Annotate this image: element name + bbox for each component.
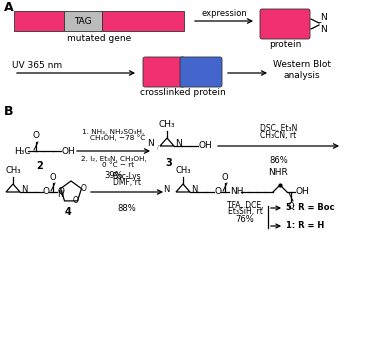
FancyBboxPatch shape xyxy=(143,57,185,87)
Text: O: O xyxy=(33,131,40,140)
Text: 1: R = H: 1: R = H xyxy=(286,221,324,229)
Text: Boc-Lys: Boc-Lys xyxy=(113,172,141,181)
Text: H₃C: H₃C xyxy=(14,146,31,156)
Text: NH: NH xyxy=(230,186,243,196)
Text: N: N xyxy=(163,185,170,193)
Text: N: N xyxy=(147,138,154,148)
Text: N: N xyxy=(21,185,27,193)
Text: protein: protein xyxy=(269,40,301,49)
Text: CH₃CN, rt: CH₃CN, rt xyxy=(260,131,297,140)
Text: O: O xyxy=(73,196,78,205)
Bar xyxy=(102,11,184,31)
Text: CH₃: CH₃ xyxy=(175,166,191,175)
Text: 39%: 39% xyxy=(104,171,123,180)
Text: TFA, DCE,: TFA, DCE, xyxy=(227,201,263,210)
Text: O: O xyxy=(43,186,50,196)
Text: TAG: TAG xyxy=(74,17,92,25)
Bar xyxy=(64,11,102,31)
Text: N: N xyxy=(175,138,182,148)
Text: Et₃SiH, rt: Et₃SiH, rt xyxy=(228,207,262,216)
Text: 0 °C − rt: 0 °C − rt xyxy=(93,162,134,168)
Text: N: N xyxy=(191,185,198,193)
Text: CH₃OH, −78 °C: CH₃OH, −78 °C xyxy=(81,134,146,141)
Text: Western Blot
analysis: Western Blot analysis xyxy=(273,60,331,80)
Text: UV 365 nm: UV 365 nm xyxy=(12,61,62,70)
Text: OH: OH xyxy=(62,146,76,156)
Text: 2. I₂, Et₃N, CH₃OH,: 2. I₂, Et₃N, CH₃OH, xyxy=(81,156,146,162)
Text: O: O xyxy=(288,202,294,211)
Text: OH: OH xyxy=(199,140,213,150)
Text: 2: 2 xyxy=(36,161,44,171)
Text: N: N xyxy=(320,24,327,34)
Text: crosslinked protein: crosslinked protein xyxy=(140,88,226,97)
Text: O: O xyxy=(222,173,228,182)
Bar xyxy=(14,11,64,31)
Text: mutated gene: mutated gene xyxy=(67,34,131,43)
Text: NHR: NHR xyxy=(268,168,288,177)
Text: 1. NH₃, NH₂SO₃H,: 1. NH₃, NH₂SO₃H, xyxy=(82,129,145,135)
Text: O: O xyxy=(58,186,65,196)
FancyBboxPatch shape xyxy=(260,9,310,39)
Text: N: N xyxy=(320,13,327,23)
Text: O: O xyxy=(50,173,56,182)
Text: /: / xyxy=(157,144,159,150)
Text: N: N xyxy=(57,190,64,199)
Text: 3: 3 xyxy=(166,158,172,168)
Text: 5: R = Boc: 5: R = Boc xyxy=(286,203,334,211)
Text: 4: 4 xyxy=(65,207,71,217)
Text: O: O xyxy=(215,186,222,196)
FancyBboxPatch shape xyxy=(180,57,222,87)
Text: expression: expression xyxy=(201,9,247,18)
Text: OH: OH xyxy=(296,187,310,197)
Text: 86%: 86% xyxy=(269,156,288,165)
Text: B: B xyxy=(4,105,13,118)
Text: CH₃: CH₃ xyxy=(5,166,21,175)
Text: A: A xyxy=(4,1,14,14)
Text: DSC, Et₃N: DSC, Et₃N xyxy=(260,124,297,133)
Text: 76%: 76% xyxy=(236,215,254,224)
Text: DMF, rt: DMF, rt xyxy=(113,178,141,187)
Text: CH₃: CH₃ xyxy=(159,120,175,129)
Text: O: O xyxy=(80,184,86,193)
Text: 88%: 88% xyxy=(118,204,136,213)
Text: –: – xyxy=(318,18,321,27)
